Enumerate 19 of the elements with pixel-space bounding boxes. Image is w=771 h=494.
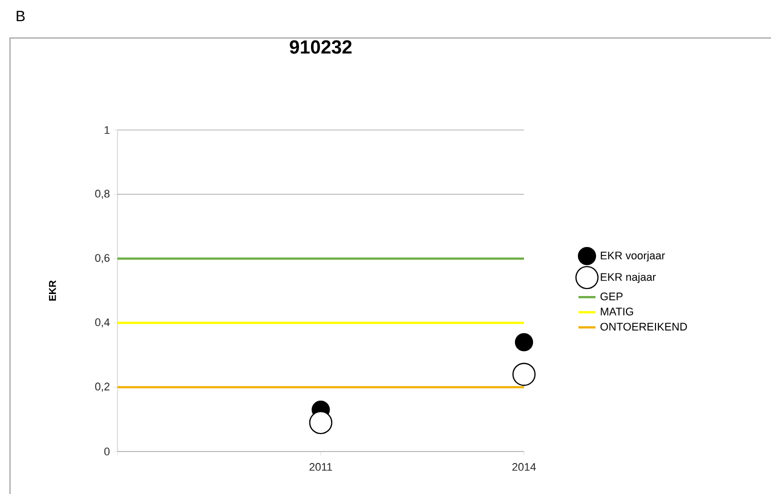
point: [514, 333, 534, 352]
legend-label: EKR najaar: [600, 272, 656, 284]
point: [309, 410, 332, 434]
x-tick-label: 2014: [512, 463, 536, 471]
legend-label: GEP: [600, 292, 623, 300]
y-tick-label: 0,2: [95, 382, 110, 392]
legend-label: EKR voorjaar: [600, 251, 665, 262]
y-tick-label: 0,6: [95, 254, 110, 264]
text: B: [16, 10, 25, 22]
y-tick-label: 0,8: [95, 190, 110, 199]
y-axis-title: EKR: [49, 280, 56, 301]
y-tick-label: 0,4: [95, 318, 110, 328]
point: [512, 362, 536, 386]
x-tick-label: 2011: [310, 463, 332, 471]
y-tick-label: 1: [104, 126, 110, 134]
legend-label: ONTOEREIKEND: [600, 322, 687, 331]
chart-title: 910232: [290, 40, 352, 54]
legend-label: MATIG: [600, 308, 634, 316]
y-tick-label: 0: [104, 448, 110, 456]
